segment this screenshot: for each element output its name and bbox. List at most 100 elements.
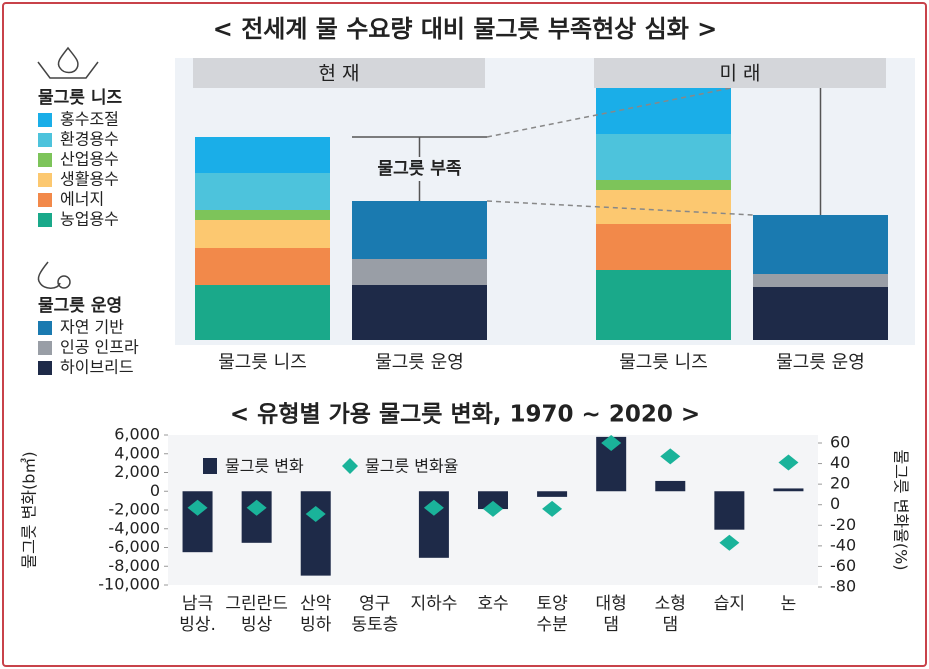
y2-tick-label: -40 — [830, 535, 856, 554]
legend-label: 물그릇 변화 — [225, 457, 304, 476]
y-tick-label: 2,000 — [114, 462, 160, 481]
legend-label: 생활용수 — [60, 170, 119, 189]
bar-segment — [352, 201, 487, 259]
legend-label: 홍수조절 — [60, 110, 119, 129]
point — [483, 500, 503, 517]
bar-segment — [195, 285, 330, 340]
y-tick-label: 4,000 — [114, 443, 160, 462]
chart-title: < 전세계 물 수요량 대비 물그릇 부족현상 심화 > — [213, 15, 718, 43]
y-tick-label: -10,000 — [98, 575, 160, 594]
bar-segment — [195, 210, 330, 220]
bar — [714, 491, 745, 530]
x-tick-label: 논 — [780, 594, 797, 614]
legend-label: 자연 기반 — [60, 318, 124, 337]
legend-swatch — [38, 193, 52, 207]
legend-label: 환경용수 — [60, 130, 119, 149]
bar-segment — [195, 137, 330, 173]
point — [719, 534, 740, 551]
bar-segment — [753, 287, 888, 340]
bar-segment — [753, 274, 888, 287]
bar — [300, 491, 331, 576]
y2-tick-label: 20 — [830, 474, 850, 493]
point — [246, 499, 267, 516]
x-tick-label: 물그릇 니즈 — [619, 352, 708, 373]
bar-segment — [195, 248, 330, 285]
legend-swatch — [38, 341, 52, 355]
legend-title: 물그릇 운영 — [38, 296, 122, 316]
x-tick-label: 지하수 — [410, 594, 458, 614]
bar-segment — [596, 224, 731, 270]
x-tick-label: 물그릇 운영 — [776, 352, 865, 373]
icon — [37, 46, 99, 289]
y-tick-label: 6,000 — [114, 425, 160, 444]
legend-swatch — [38, 321, 52, 335]
bar — [537, 491, 568, 497]
legend-label: 물그릇 변화율 — [365, 457, 458, 476]
legend-label: 에너지 — [60, 190, 104, 209]
y-tick-label: -6,000 — [108, 537, 160, 556]
x-tick-label: 토양 수분 — [536, 594, 568, 635]
x-tick-label: 남극 빙상. — [179, 594, 216, 635]
y2-axis-label: 물그릇 변화율(%) — [892, 449, 911, 570]
bar-segment — [195, 173, 330, 210]
dashed-line — [486, 87, 732, 138]
point — [660, 448, 681, 465]
y2-tick-label: -80 — [830, 577, 856, 596]
x-tick-label: 소형 댐 — [654, 594, 686, 635]
bar — [478, 491, 508, 510]
legend-swatch — [38, 113, 52, 127]
bar-segment — [352, 285, 487, 340]
bar — [241, 491, 272, 543]
x-tick-label: 영구 동토층 — [351, 594, 399, 635]
group-header — [594, 58, 886, 88]
bar-segment — [195, 220, 330, 248]
bar-segment — [596, 134, 731, 180]
legend-label: 산업용수 — [60, 150, 119, 169]
legend-swatch — [38, 361, 52, 375]
legend-swatch — [38, 213, 52, 227]
point — [778, 454, 799, 471]
y2-tick-label: 60 — [830, 433, 850, 452]
group-label: 현 재 — [319, 63, 360, 85]
y2-tick-label: 40 — [830, 453, 850, 472]
y-tick-label: -8,000 — [108, 556, 160, 575]
y2-tick-label: -20 — [830, 515, 856, 534]
bar — [773, 488, 804, 492]
y-tick-label: 0 — [150, 481, 160, 500]
annotation-bg — [364, 157, 475, 181]
legend-swatch — [38, 153, 52, 167]
x-tick-label: 그린란드 빙상 — [225, 594, 288, 635]
legend-swatch — [38, 133, 52, 147]
group-label: 미 래 — [720, 63, 761, 85]
x-tick-label: 물그릇 운영 — [375, 352, 464, 373]
bar-segment — [352, 259, 487, 285]
y2-tick-label: 0 — [830, 494, 840, 513]
y2-tick-label: -60 — [830, 556, 856, 575]
point — [305, 505, 326, 522]
legend-swatch — [342, 458, 358, 474]
x-tick-label: 습지 — [713, 594, 745, 614]
x-tick-label: 대형 댐 — [595, 594, 627, 635]
annotation: 물그릇 부족 — [377, 159, 461, 179]
legend-label: 하이브리드 — [60, 358, 134, 377]
legend-title: 물그릇 니즈 — [38, 88, 122, 108]
y-axis-label: 물그릇 변화(b㎥) — [20, 451, 39, 568]
legend-swatch — [38, 173, 52, 187]
point — [601, 435, 622, 451]
bar-segment — [596, 190, 731, 224]
group-header — [193, 58, 485, 88]
x-tick-label: 호수 — [477, 594, 509, 614]
point — [187, 499, 208, 516]
bar-segment — [596, 180, 731, 190]
x-tick-label: 산악 빙하 — [300, 594, 332, 635]
point — [423, 499, 444, 516]
y-tick-label: -2,000 — [108, 500, 160, 519]
bar-segment — [753, 215, 888, 274]
point — [542, 500, 563, 517]
legend-label: 인공 인프라 — [60, 338, 139, 357]
bar — [655, 480, 686, 492]
y-tick-label: -4,000 — [108, 518, 160, 537]
x-tick-label: 물그릇 니즈 — [218, 352, 307, 373]
